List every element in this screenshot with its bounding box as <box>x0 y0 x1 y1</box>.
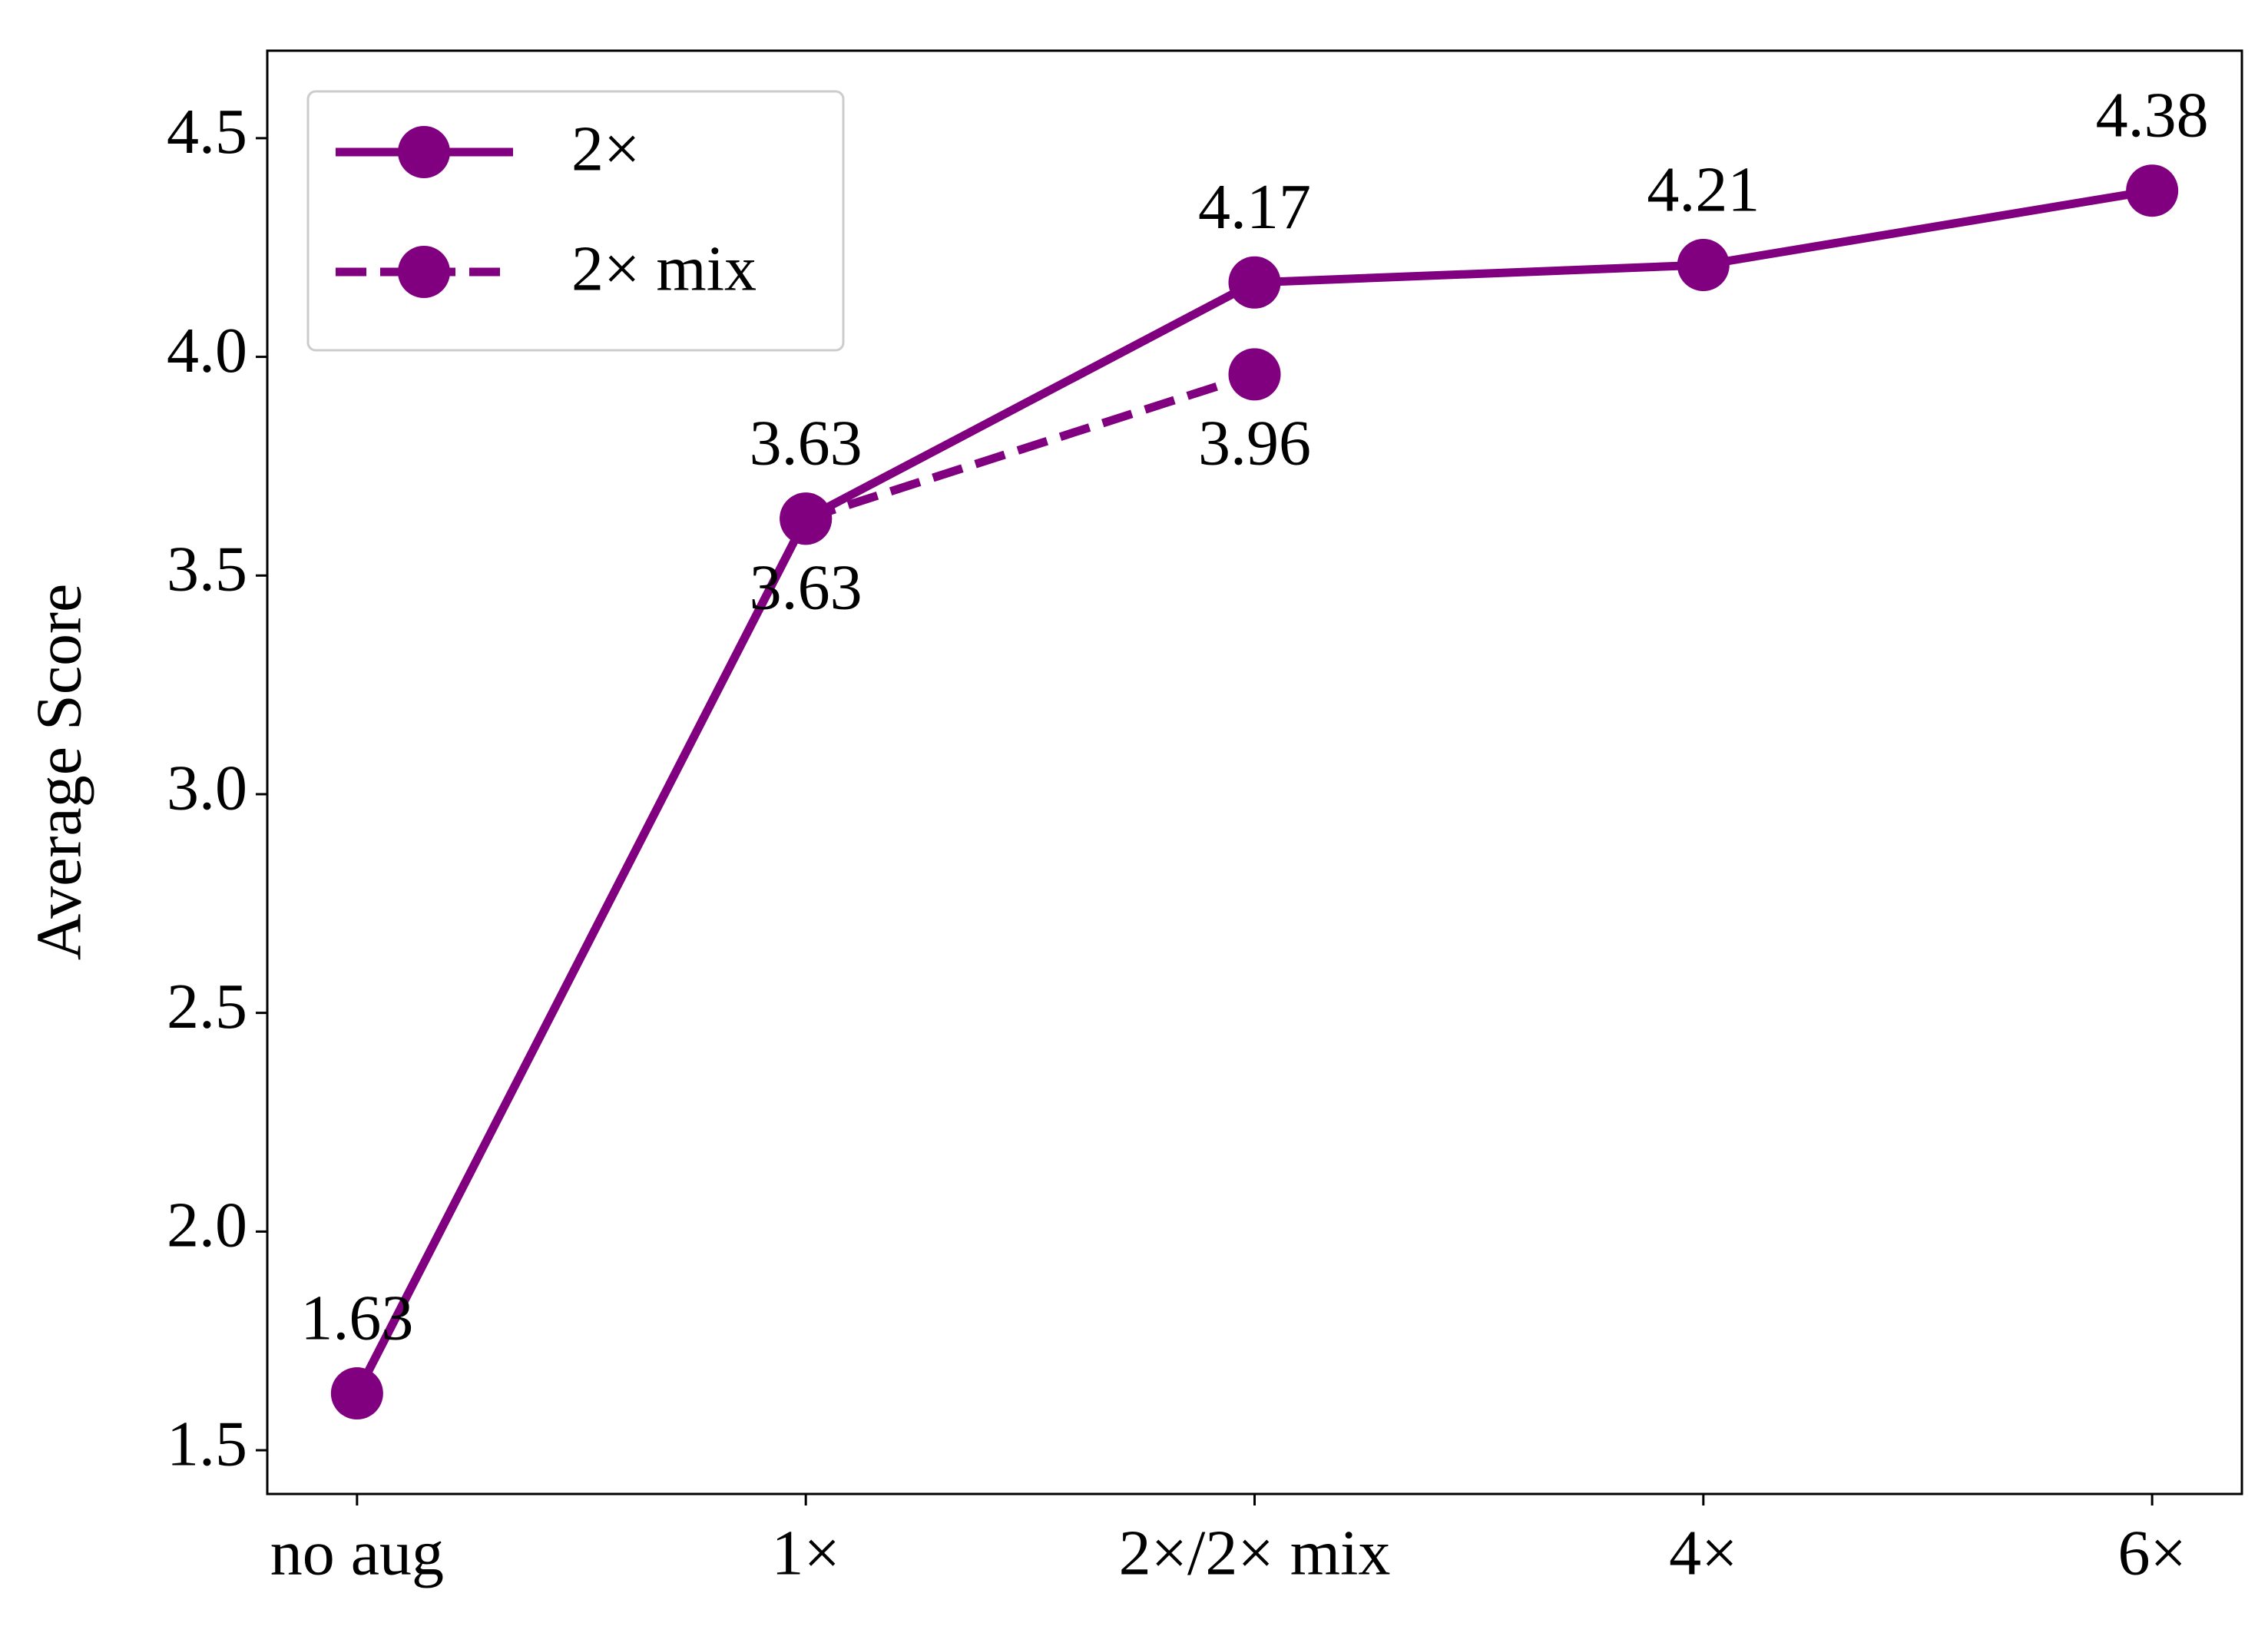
y-tick-label: 4.5 <box>167 96 247 167</box>
legend-marker <box>398 126 450 178</box>
y-tick-label: 3.0 <box>167 752 247 823</box>
point <box>1228 348 1281 401</box>
data-label: 1.63 <box>300 1282 413 1353</box>
point <box>1228 256 1281 309</box>
point <box>330 1367 383 1420</box>
y-tick-label: 3.5 <box>167 534 247 605</box>
point <box>780 492 833 545</box>
series-line <box>804 370 1257 523</box>
legend-label: 2× mix <box>571 233 757 304</box>
plot-frame <box>266 49 2243 1496</box>
x-tick-label: 2×/2× mix <box>1119 1517 1391 1588</box>
data-label: 4.21 <box>1647 154 1760 225</box>
y-tick-label: 2.5 <box>167 971 247 1042</box>
x-tick-label: 6× <box>2117 1517 2186 1588</box>
data-label: 4.38 <box>2096 79 2209 151</box>
x-tick-label: 4× <box>1669 1517 1737 1588</box>
x-tick-label: 1× <box>771 1517 839 1588</box>
data-label: 4.17 <box>1198 171 1311 243</box>
x-tick-label: no aug <box>270 1517 444 1588</box>
y-tick-label: 1.5 <box>167 1408 247 1479</box>
point <box>2126 164 2179 217</box>
y-axis-label: Average Score <box>23 584 94 961</box>
data-label: 3.63 <box>750 552 863 624</box>
data-label: 3.96 <box>1198 408 1311 479</box>
data-label: 3.63 <box>750 408 863 479</box>
y-tick-label: 2.0 <box>167 1190 247 1261</box>
legend-marker <box>398 246 450 298</box>
point <box>1677 239 1730 292</box>
legend-label: 2× <box>571 113 640 184</box>
y-tick-label: 4.0 <box>167 315 247 386</box>
